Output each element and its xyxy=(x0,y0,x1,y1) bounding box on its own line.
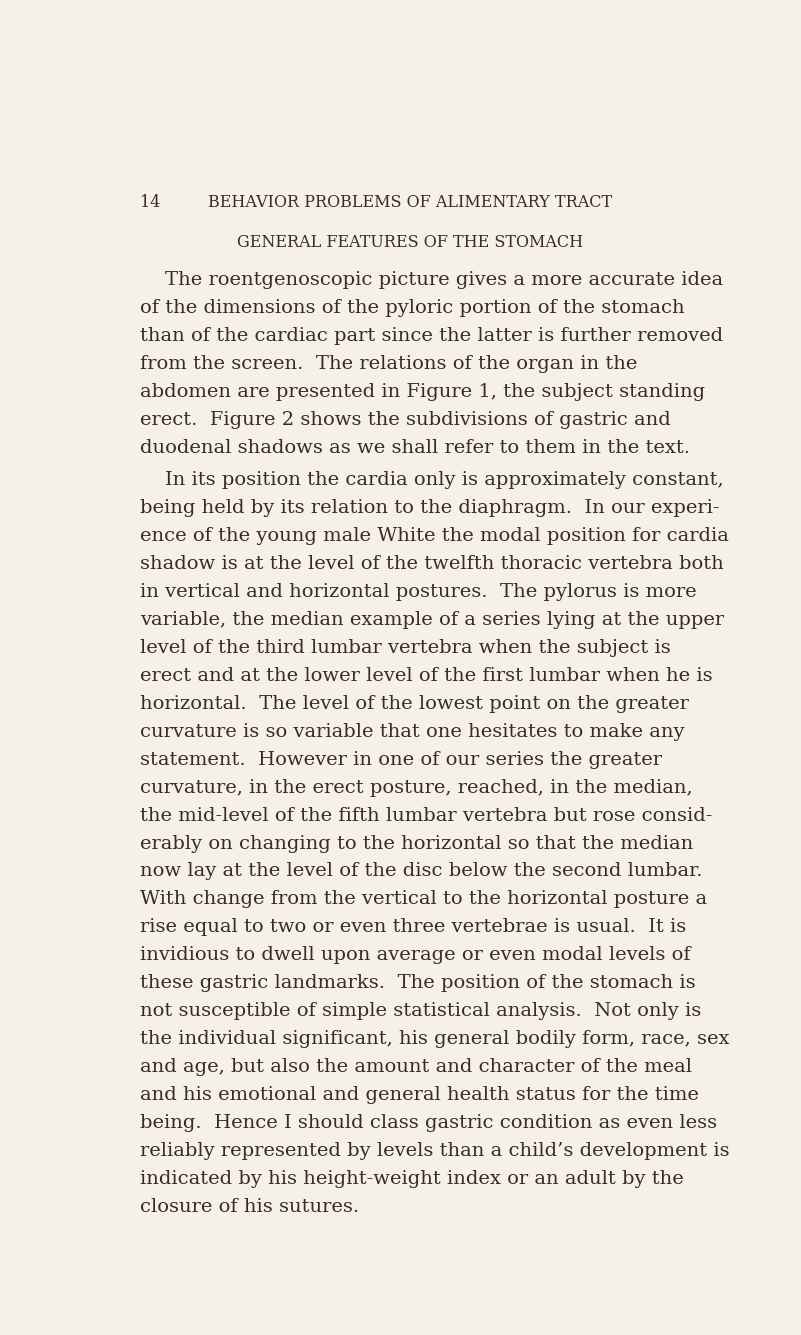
Text: abdomen are presented in Figure 1, the subject standing: abdomen are presented in Figure 1, the s… xyxy=(140,383,706,400)
Text: curvature, in the erect posture, reached, in the median,: curvature, in the erect posture, reached… xyxy=(140,778,693,797)
Text: these gastric landmarks.  The position of the stomach is: these gastric landmarks. The position of… xyxy=(140,975,696,992)
Text: invidious to dwell upon average or even modal levels of: invidious to dwell upon average or even … xyxy=(140,947,691,964)
Text: closure of his sutures.: closure of his sutures. xyxy=(140,1197,360,1216)
Text: shadow is at the level of the twelfth thoracic vertebra both: shadow is at the level of the twelfth th… xyxy=(140,555,724,573)
Text: the individual significant, his general bodily form, race, sex: the individual significant, his general … xyxy=(140,1031,730,1048)
Text: reliably represented by levels than a child’s development is: reliably represented by levels than a ch… xyxy=(140,1143,730,1160)
Text: from the screen.  The relations of the organ in the: from the screen. The relations of the or… xyxy=(140,355,638,372)
Text: being.  Hence I should class gastric condition as even less: being. Hence I should class gastric cond… xyxy=(140,1115,718,1132)
Text: not susceptible of simple statistical analysis.  Not only is: not susceptible of simple statistical an… xyxy=(140,1003,702,1020)
Text: the mid-level of the fifth lumbar vertebra but rose consid-: the mid-level of the fifth lumbar verteb… xyxy=(140,806,713,825)
Text: in vertical and horizontal postures.  The pylorus is more: in vertical and horizontal postures. The… xyxy=(140,583,697,601)
Text: level of the third lumbar vertebra when the subject is: level of the third lumbar vertebra when … xyxy=(140,639,671,657)
Text: 14: 14 xyxy=(140,194,161,211)
Text: variable, the median example of a series lying at the upper: variable, the median example of a series… xyxy=(140,611,725,629)
Text: horizontal.  The level of the lowest point on the greater: horizontal. The level of the lowest poin… xyxy=(140,694,690,713)
Text: rise equal to two or even three vertebrae is usual.  It is: rise equal to two or even three vertebra… xyxy=(140,918,686,936)
Text: erect and at the lower level of the first lumbar when he is: erect and at the lower level of the firs… xyxy=(140,666,713,685)
Text: of the dimensions of the pyloric portion of the stomach: of the dimensions of the pyloric portion… xyxy=(140,299,685,318)
Text: BEHAVIOR PROBLEMS OF ALIMENTARY TRACT: BEHAVIOR PROBLEMS OF ALIMENTARY TRACT xyxy=(208,194,613,211)
Text: erect.  Figure 2 shows the subdivisions of gastric and: erect. Figure 2 shows the subdivisions o… xyxy=(140,411,671,429)
Text: indicated by his height-weight index or an adult by the: indicated by his height-weight index or … xyxy=(140,1169,684,1188)
Text: The roentgenoscopic picture gives a more accurate idea: The roentgenoscopic picture gives a more… xyxy=(140,271,723,290)
Text: curvature is so variable that one hesitates to make any: curvature is so variable that one hesita… xyxy=(140,722,685,741)
Text: duodenal shadows as we shall refer to them in the text.: duodenal shadows as we shall refer to th… xyxy=(140,439,690,457)
Text: and his emotional and general health status for the time: and his emotional and general health sta… xyxy=(140,1087,699,1104)
Text: and age, but also the amount and character of the meal: and age, but also the amount and charact… xyxy=(140,1059,693,1076)
Text: statement.  However in one of our series the greater: statement. However in one of our series … xyxy=(140,750,662,769)
Text: erably on changing to the horizontal so that the median: erably on changing to the horizontal so … xyxy=(140,834,694,853)
Text: With change from the vertical to the horizontal posture a: With change from the vertical to the hor… xyxy=(140,890,707,908)
Text: In its position the cardia only is approximately constant,: In its position the cardia only is appro… xyxy=(140,471,724,489)
Text: GENERAL FEATURES OF THE STOMACH: GENERAL FEATURES OF THE STOMACH xyxy=(237,234,584,251)
Text: now lay at the level of the disc below the second lumbar.: now lay at the level of the disc below t… xyxy=(140,862,703,881)
Text: ence of the young male White the modal position for cardia: ence of the young male White the modal p… xyxy=(140,527,730,545)
Text: being held by its relation to the diaphragm.  In our experi-: being held by its relation to the diaphr… xyxy=(140,499,720,517)
Text: than of the cardiac part since the latter is further removed: than of the cardiac part since the latte… xyxy=(140,327,723,346)
